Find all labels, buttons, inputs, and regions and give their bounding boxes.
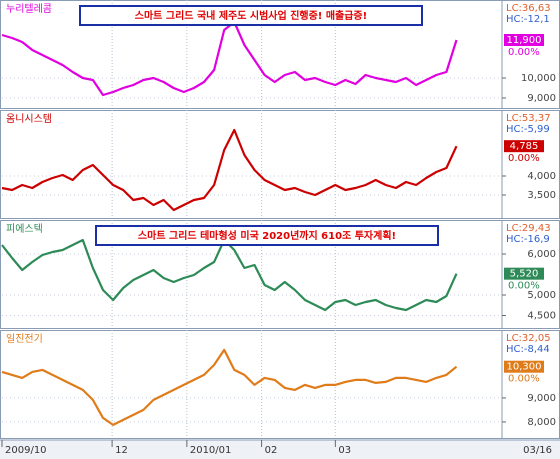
y-tick-label: 8,000 bbox=[527, 417, 556, 428]
y-tick-label: 9,000 bbox=[527, 393, 556, 404]
current-price: 10,300 bbox=[507, 362, 542, 373]
price-line bbox=[1, 128, 458, 212]
y-tick-label: 10,000 bbox=[521, 73, 556, 84]
change-label: 0.00% bbox=[508, 281, 540, 292]
change-label: 0.00% bbox=[508, 153, 540, 164]
annotation-box bbox=[79, 5, 423, 26]
x-tick-label: 2009/10 bbox=[5, 445, 47, 456]
annotation: 스마트 그리드 국내 제주도 시범사업 진행중! 매출급증! bbox=[135, 9, 367, 22]
lc-label: LC:36,63 bbox=[506, 3, 551, 14]
annotation-box bbox=[95, 225, 439, 246]
current-badge bbox=[504, 34, 544, 46]
x-end-label: 03/16 bbox=[523, 445, 552, 456]
x-tick-label: 03 bbox=[338, 445, 351, 456]
y-tick-label: 3,500 bbox=[527, 190, 556, 201]
panel-title: 옴니시스템 bbox=[6, 113, 52, 125]
x-axis-band bbox=[0, 440, 560, 459]
y-tick-label: 4,500 bbox=[527, 310, 556, 321]
lc-label: LC:53,37 bbox=[506, 113, 551, 124]
y-tick-label: 9,000 bbox=[527, 93, 556, 104]
price-line bbox=[1, 348, 458, 426]
panel-title: 일진전기 bbox=[6, 333, 43, 345]
hc-label: HC:-12,1 bbox=[506, 14, 550, 25]
lc-label: LC:29,43 bbox=[506, 223, 551, 234]
lc-label: LC:32,05 bbox=[506, 333, 551, 344]
x-tick-label: 2010/01 bbox=[190, 445, 232, 456]
y-tick-label: 4,000 bbox=[527, 171, 556, 182]
current-price: 4,785 bbox=[510, 141, 539, 152]
current-price: 5,520 bbox=[510, 269, 539, 280]
current-badge bbox=[504, 360, 544, 373]
hc-label: HC:-16,9 bbox=[506, 234, 550, 245]
current-badge bbox=[504, 140, 544, 153]
change-label: 0.00% bbox=[508, 47, 540, 58]
current-badge bbox=[504, 267, 544, 280]
annotation: 스마트 그리드 테마형성 미국 2020년까지 610조 투자계획! bbox=[138, 229, 396, 242]
current-price: 11,900 bbox=[507, 35, 542, 46]
y-tick-label: 6,000 bbox=[527, 249, 556, 260]
y-tick-label: 5,000 bbox=[527, 290, 556, 301]
panel-title: 피에스텍 bbox=[6, 223, 43, 235]
hc-label: HC:-8,44 bbox=[506, 344, 550, 355]
panel-title: 누리텔레콤 bbox=[6, 3, 52, 15]
change-label: 0.00% bbox=[508, 374, 540, 385]
x-tick-label: 02 bbox=[265, 445, 278, 456]
hc-label: HC:-5,99 bbox=[506, 124, 550, 135]
x-tick-label: 12 bbox=[115, 445, 128, 456]
